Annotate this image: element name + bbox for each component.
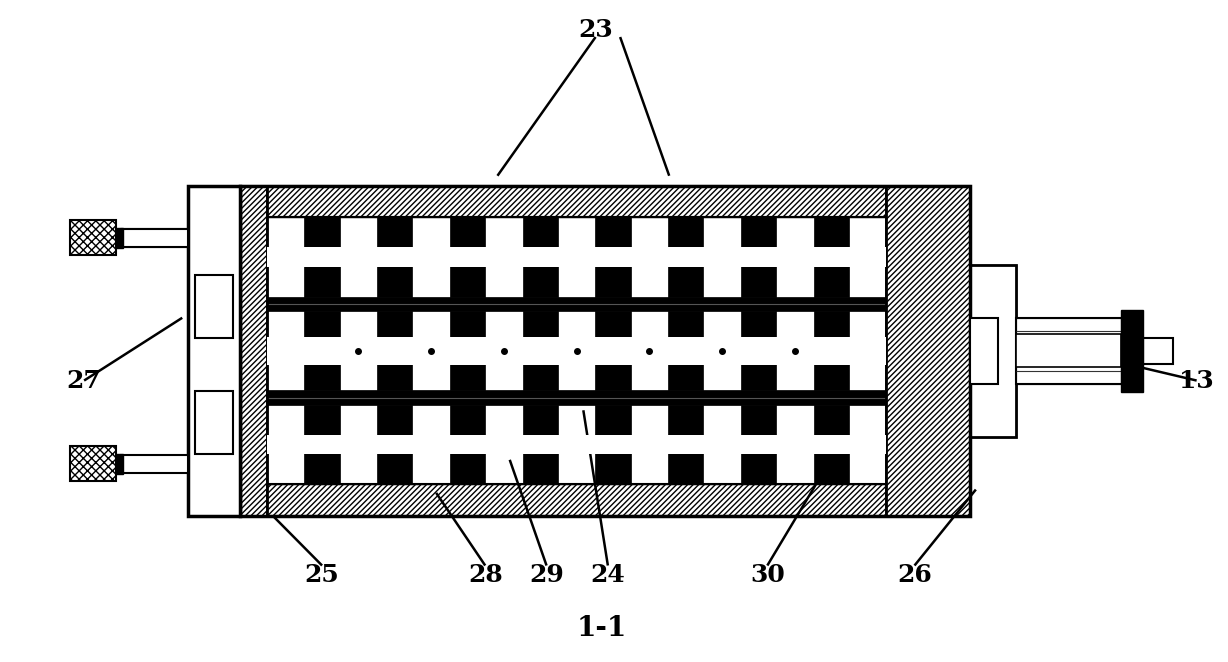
Bar <box>1017 318 1140 384</box>
Bar <box>668 405 704 449</box>
Bar <box>117 453 123 474</box>
Bar <box>970 265 1017 437</box>
Bar <box>596 355 630 391</box>
Text: 23: 23 <box>578 19 613 42</box>
Bar <box>377 405 413 449</box>
Bar <box>523 217 558 261</box>
Bar <box>188 480 239 516</box>
Bar <box>1143 338 1173 364</box>
Bar <box>740 355 776 391</box>
Bar <box>377 355 413 391</box>
Bar <box>70 446 117 481</box>
Bar <box>596 217 630 261</box>
Bar <box>266 336 887 365</box>
Bar <box>449 405 485 449</box>
Text: 13: 13 <box>1179 369 1214 393</box>
Bar <box>266 391 887 405</box>
Bar <box>377 441 413 485</box>
Bar <box>596 405 630 449</box>
Bar <box>305 355 340 391</box>
Bar <box>188 185 239 222</box>
Bar <box>668 311 704 347</box>
Bar <box>740 311 776 347</box>
Bar <box>523 405 558 449</box>
Bar <box>449 311 485 347</box>
Bar <box>596 311 630 347</box>
Bar <box>239 185 970 516</box>
Text: 24: 24 <box>591 563 625 587</box>
Bar <box>970 318 997 384</box>
Bar <box>305 441 340 485</box>
Bar <box>523 441 558 485</box>
Bar <box>814 441 849 485</box>
Bar <box>188 185 239 516</box>
Bar <box>1017 318 1121 384</box>
Bar <box>377 311 413 347</box>
Bar <box>449 441 485 485</box>
Bar <box>195 391 233 454</box>
Bar <box>596 253 630 297</box>
Bar <box>668 253 704 297</box>
Bar <box>266 435 887 454</box>
Bar <box>120 228 188 247</box>
Bar <box>668 355 704 391</box>
Bar <box>305 405 340 449</box>
Bar <box>239 185 266 516</box>
Bar <box>449 355 485 391</box>
Bar <box>120 455 188 473</box>
Bar <box>266 248 887 267</box>
Bar <box>814 217 849 261</box>
Bar <box>740 441 776 485</box>
Text: 27: 27 <box>66 369 102 393</box>
Text: 26: 26 <box>898 563 932 587</box>
Bar <box>117 228 123 248</box>
Bar <box>305 253 340 297</box>
Bar <box>523 253 558 297</box>
Text: 25: 25 <box>305 563 339 587</box>
Bar <box>596 441 630 485</box>
Bar <box>305 311 340 347</box>
Bar <box>239 485 970 516</box>
Bar <box>814 355 849 391</box>
Bar <box>70 220 117 256</box>
Bar <box>1121 310 1143 392</box>
Bar <box>668 441 704 485</box>
Bar <box>523 311 558 347</box>
Bar <box>377 253 413 297</box>
Bar <box>970 265 1017 437</box>
Text: 28: 28 <box>468 563 502 587</box>
Bar <box>266 297 887 311</box>
Bar <box>523 355 558 391</box>
Bar <box>740 253 776 297</box>
Bar <box>195 275 233 338</box>
Bar <box>668 217 704 261</box>
Bar <box>814 311 849 347</box>
Bar <box>887 185 970 516</box>
Bar <box>1017 334 1121 367</box>
Bar <box>887 185 970 516</box>
Bar <box>239 185 266 516</box>
Bar <box>449 253 485 297</box>
Bar <box>449 217 485 261</box>
Text: 29: 29 <box>529 563 564 587</box>
Bar <box>305 217 340 261</box>
Text: 30: 30 <box>750 563 785 587</box>
Bar <box>814 405 849 449</box>
Bar <box>740 405 776 449</box>
Bar <box>239 185 970 217</box>
Bar <box>266 217 887 485</box>
Bar <box>377 217 413 261</box>
Bar <box>814 253 849 297</box>
Bar <box>740 217 776 261</box>
Text: 1-1: 1-1 <box>577 615 626 641</box>
